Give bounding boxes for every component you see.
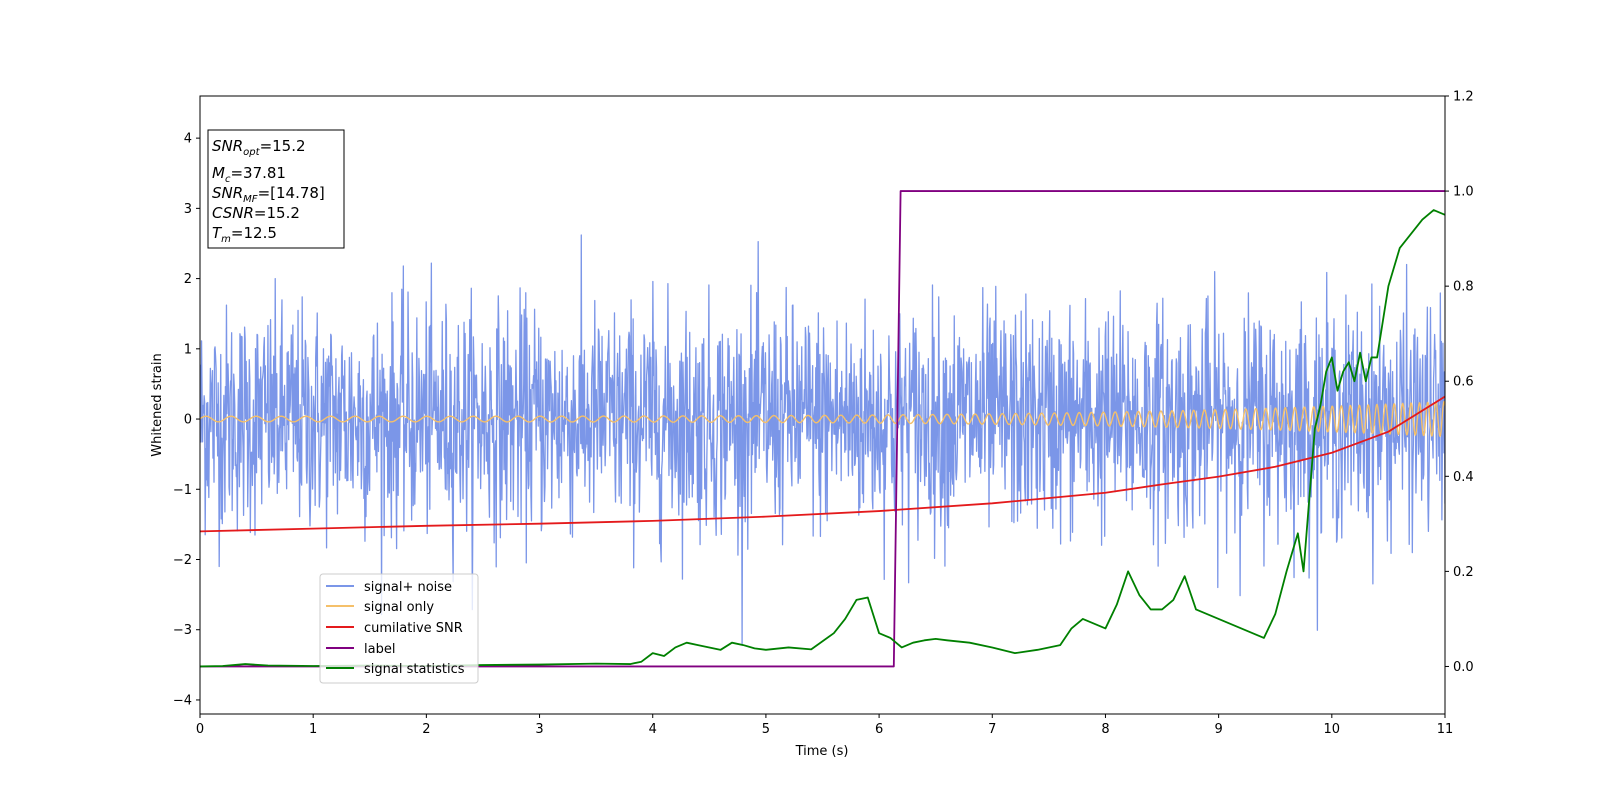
x-tick-label: 2 [422, 722, 430, 737]
y2-tick-label: 0.0 [1453, 660, 1474, 675]
y2-tick-label: 0.8 [1453, 280, 1474, 295]
x-tick-label: 10 [1324, 722, 1341, 737]
y2-tick-label: 1.0 [1453, 185, 1474, 200]
y-tick-label: −4 [173, 693, 192, 708]
series-line-signal-only [200, 400, 1445, 438]
info-mc: Mc=37.81 [212, 164, 286, 185]
y2-tick-label: 0.2 [1453, 565, 1474, 580]
y-tick-label: 2 [184, 272, 192, 287]
x-tick-label: 8 [1101, 722, 1109, 737]
legend-label-signal-statistics: signal statistics [364, 662, 465, 677]
y2-tick-label: 0.4 [1453, 470, 1474, 485]
x-tick-label: 3 [535, 722, 543, 737]
x-tick-label: 6 [875, 722, 883, 737]
y-axis-label: Whitened strain [150, 353, 165, 456]
x-tick-label: 0 [196, 722, 204, 737]
legend-label-cumulative-snr: cumilative SNR [364, 621, 463, 636]
info-box: SNRopt=15.2 Mc=37.81 SNRMF=[14.78] CSNR=… [207, 129, 345, 249]
legend-label-signal-only: signal only [364, 600, 434, 615]
y-tick-label: 3 [184, 202, 192, 217]
y2-tick-label: 1.2 [1453, 90, 1474, 105]
y-tick-label: −2 [173, 553, 192, 568]
x-tick-label: 1 [309, 722, 317, 737]
y-tick-label: −1 [173, 483, 192, 498]
x-tick-label: 7 [988, 722, 996, 737]
series-line-signal-noise [200, 234, 1445, 646]
x-tick-label: 11 [1437, 722, 1454, 737]
info-snr-mf: SNRMF=[14.78] [212, 184, 325, 205]
x-tick-label: 5 [762, 722, 770, 737]
x-tick-label: 4 [649, 722, 657, 737]
series-line-signal-statistics [200, 209, 1445, 668]
y-tick-label: 4 [184, 132, 192, 147]
y2-tick-label: 0.6 [1453, 375, 1474, 390]
info-tm: Tm=12.5 [212, 224, 277, 245]
series-line-label [200, 190, 1445, 668]
y-tick-label: 0 [184, 413, 192, 428]
y-tick-label: −3 [173, 623, 192, 638]
plot-frame [199, 95, 1446, 715]
legend-label-label: label [364, 642, 395, 657]
info-csnr: CSNR=15.2 [212, 204, 300, 222]
info-snr-opt: SNRopt=15.2 [212, 137, 306, 158]
x-axis-label: Time (s) [795, 744, 849, 759]
legend: signal+ noise signal only cumilative SNR… [319, 573, 479, 684]
x-tick-label: 9 [1214, 722, 1222, 737]
y-tick-label: 1 [184, 342, 192, 357]
legend-label-signal-noise: signal+ noise [364, 580, 452, 595]
